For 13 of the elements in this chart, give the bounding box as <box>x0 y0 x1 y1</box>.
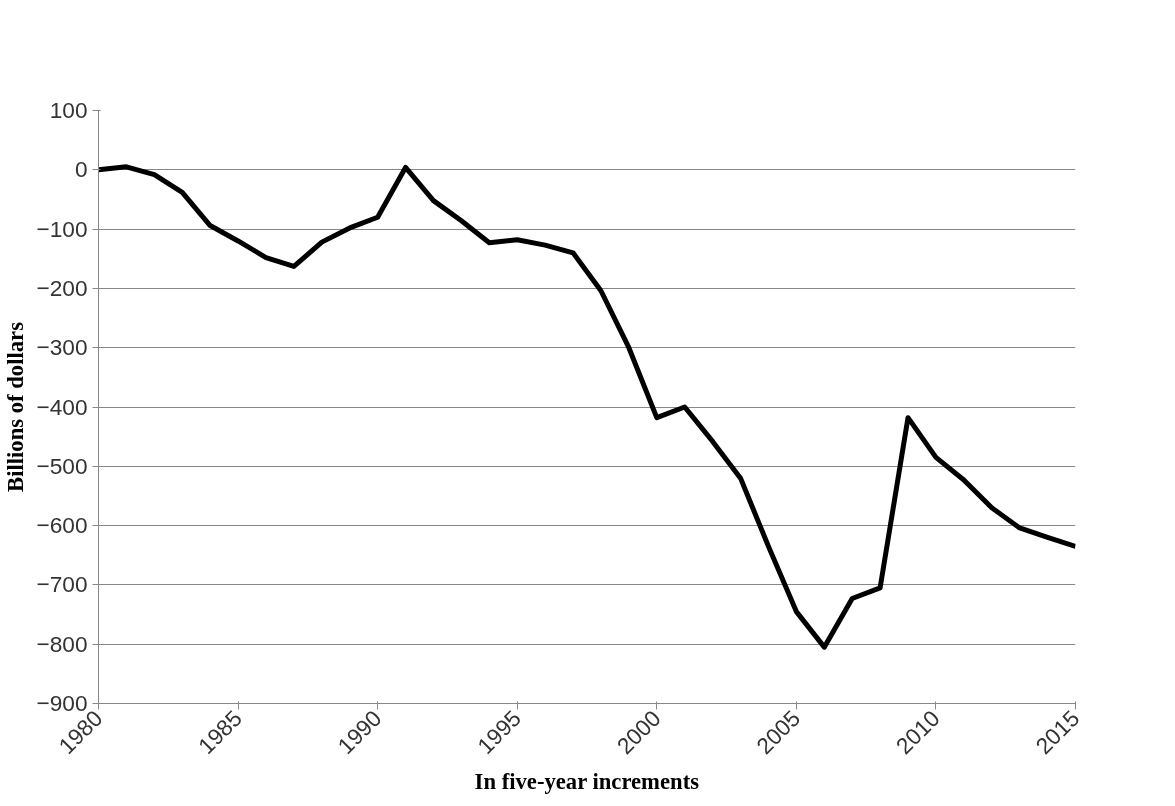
y-tick-label: 100 <box>49 97 88 123</box>
y-tick-label: −800 <box>36 630 88 657</box>
y-tick-label: −400 <box>36 393 88 420</box>
y-tick-label: 0 <box>74 156 88 183</box>
y-tick-label: −900 <box>36 690 88 716</box>
y-axis-title: Billions of dollars <box>3 321 29 492</box>
y-tick-label: −300 <box>36 334 88 361</box>
x-axis-title: In five-year increments <box>474 768 700 794</box>
y-tick-label: −500 <box>36 452 88 479</box>
y-tick-label: −700 <box>36 571 88 598</box>
y-tick-label: −100 <box>36 215 88 242</box>
y-tick-label: −600 <box>36 512 88 539</box>
y-tick-label: −200 <box>36 274 88 301</box>
